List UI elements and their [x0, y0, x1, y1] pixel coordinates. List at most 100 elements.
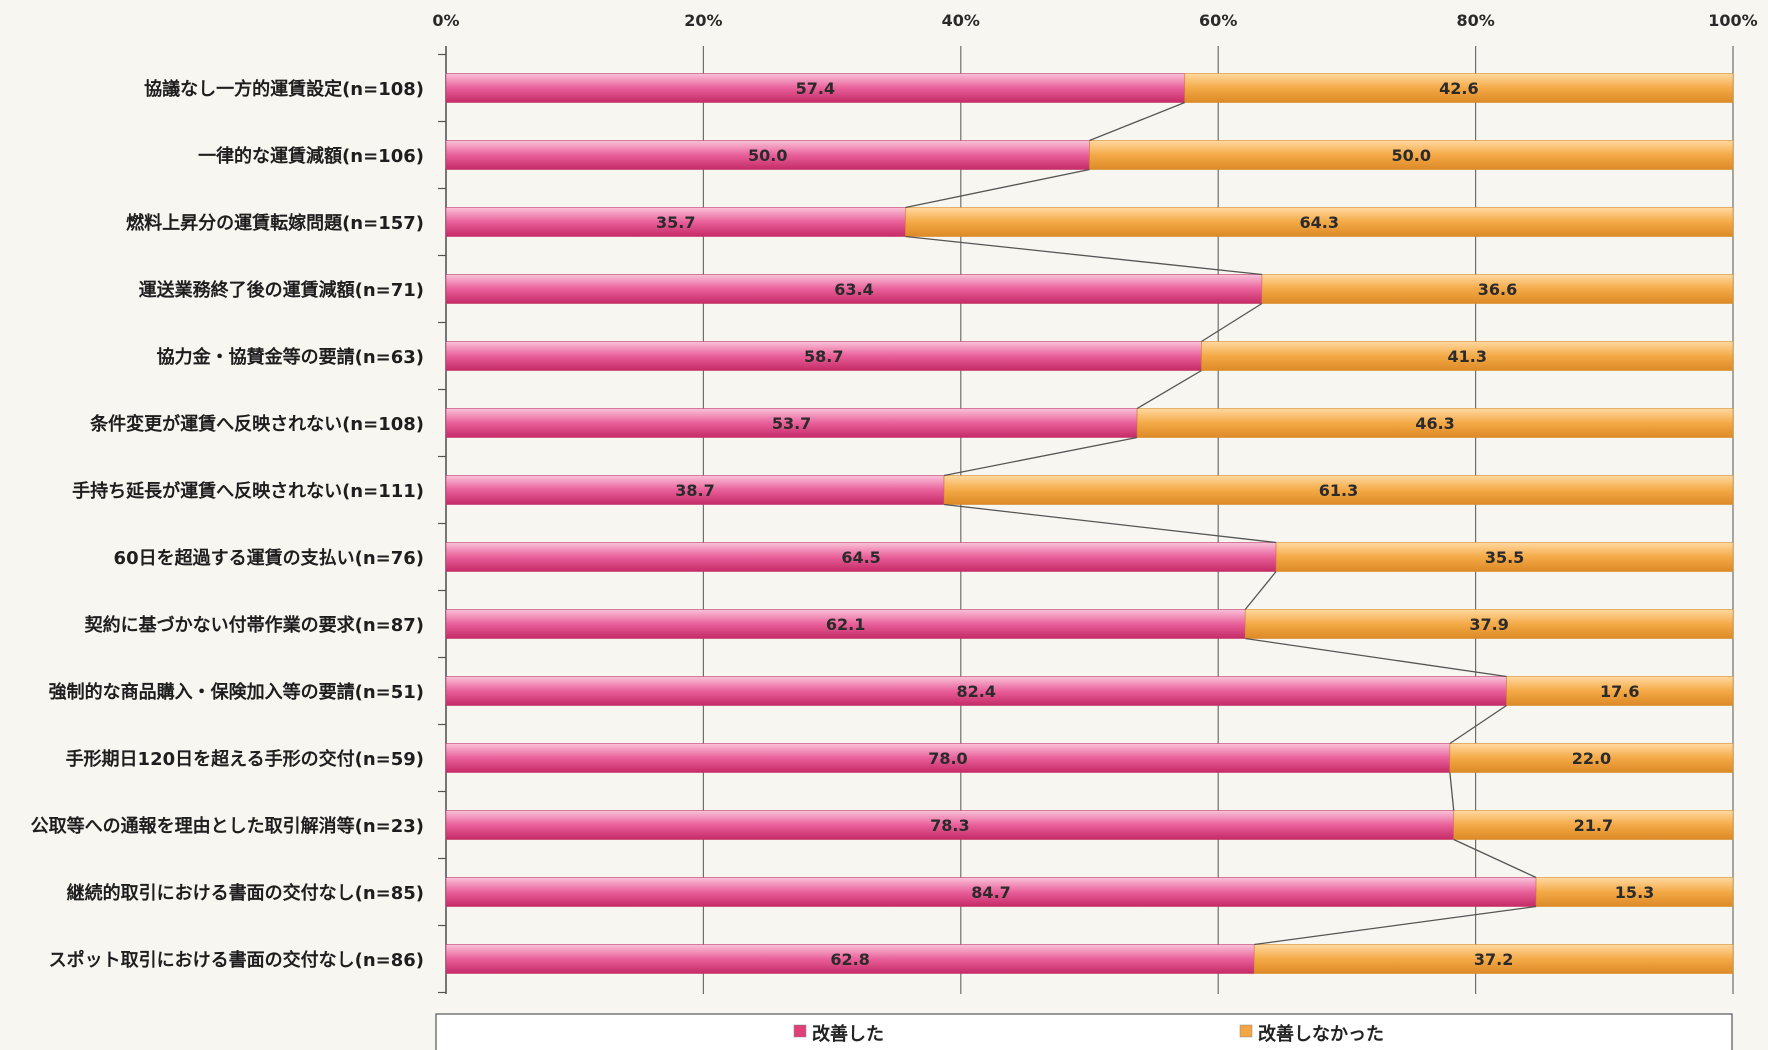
series-line	[1449, 772, 1455, 811]
category-label: 条件変更が運賃へ反映されない(n=108)	[89, 413, 424, 435]
data-label: 61.3	[1319, 481, 1358, 500]
category-label: 公取等への通報を理由とした取引解消等(n=23)	[31, 815, 424, 837]
legend-swatch-not-improved	[1239, 1024, 1253, 1038]
series-lines	[905, 101, 1537, 946]
bar-not-improved	[1201, 341, 1734, 371]
bar-improved	[445, 944, 1255, 974]
series-line	[1244, 571, 1277, 610]
bar-improved	[445, 743, 1451, 773]
bar-improved	[445, 542, 1277, 572]
category-label: 継続的取引における書面の交付なし(n=85)	[67, 882, 424, 904]
bar-not-improved	[1136, 408, 1734, 438]
category-label: 手持ち延長が運賃へ反映されない(n=111)	[72, 480, 424, 502]
category-label: 協議なし一方的運賃設定(n=108)	[144, 78, 424, 100]
category-label: スポット取引における書面の交付なし(n=86)	[49, 949, 424, 971]
bar-improved	[445, 73, 1186, 103]
bars	[445, 73, 1734, 974]
series-line	[1089, 101, 1185, 142]
data-label: 63.4	[834, 280, 873, 299]
data-label: 62.8	[830, 950, 869, 969]
bar-improved	[445, 408, 1138, 438]
legend-label: 改善した	[812, 1023, 884, 1045]
bar-not-improved	[1506, 676, 1734, 706]
x-tick-label: 80%	[1456, 11, 1494, 30]
data-label: 37.9	[1469, 615, 1508, 634]
series-line	[1453, 838, 1537, 879]
data-label: 37.2	[1474, 950, 1513, 969]
data-label: 41.3	[1447, 347, 1486, 366]
data-label: 78.0	[928, 749, 967, 768]
series-line	[1254, 905, 1537, 946]
legend-swatch-improved	[793, 1024, 807, 1038]
data-labels: 57.4 42.6 50.0 50.0 35.7 64.3 63.4 36.6 58.7 41.3…	[656, 79, 1654, 969]
bar-not-improved	[905, 207, 1734, 237]
gridlines	[438, 46, 1734, 994]
data-label: 21.7	[1574, 816, 1613, 835]
data-label: 82.4	[957, 682, 996, 701]
bar-improved	[445, 274, 1263, 304]
data-label: 64.5	[841, 548, 880, 567]
bar-not-improved	[1253, 944, 1734, 974]
category-labels: 協議なし一方的運賃設定(n=108) 一律的な運賃減額(n=106) 燃料上昇分の運…	[31, 78, 424, 971]
category-label: 協力金・協賛金等の要請(n=63)	[157, 346, 424, 368]
data-label: 62.1	[826, 615, 865, 634]
x-tick-label: 20%	[684, 11, 722, 30]
category-label: 手形期日120日を超える手形の交付(n=59)	[66, 748, 424, 770]
series-line	[943, 503, 1277, 544]
data-label: 53.7	[772, 414, 811, 433]
x-tick-label: 40%	[942, 11, 980, 30]
data-label: 50.0	[748, 146, 787, 165]
x-tick-label: 100%	[1708, 11, 1757, 30]
category-label: 燃料上昇分の運賃転嫁問題(n=157)	[126, 212, 424, 234]
bar-not-improved	[1089, 140, 1734, 170]
data-label: 36.6	[1478, 280, 1517, 299]
series-line	[1449, 704, 1507, 745]
data-label: 50.0	[1392, 146, 1431, 165]
bar-improved	[445, 877, 1537, 907]
data-label: 57.4	[796, 79, 835, 98]
data-label: 84.7	[971, 883, 1010, 902]
series-line	[905, 168, 1090, 209]
series-line	[1201, 302, 1263, 343]
category-label: 60日を超過する運賃の支払い(n=76)	[114, 547, 424, 569]
bar-improved	[445, 475, 945, 505]
data-label: 64.3	[1299, 213, 1338, 232]
legend-label: 改善しなかった	[1258, 1023, 1384, 1045]
data-label: 35.5	[1485, 548, 1524, 567]
series-line	[1245, 637, 1507, 678]
legend: 改善した 改善しなかった	[435, 1013, 1733, 1050]
bar-not-improved	[1244, 609, 1734, 639]
category-label: 一律的な運賃減額(n=106)	[198, 145, 424, 167]
data-label: 22.0	[1572, 749, 1611, 768]
bar-not-improved	[1449, 743, 1734, 773]
data-label: 78.3	[930, 816, 969, 835]
x-tick-label: 60%	[1199, 11, 1237, 30]
category-label: 強制的な商品購入・保険加入等の要請(n=51)	[49, 681, 424, 703]
bar-not-improved	[1275, 542, 1734, 572]
bar-not-improved	[943, 475, 1734, 505]
bar-not-improved	[1453, 810, 1734, 840]
category-label: 契約に基づかない付帯作業の要求(n=87)	[84, 614, 424, 636]
bar-improved	[445, 140, 1090, 170]
category-label: 運送業務終了後の運賃減額(n=71)	[139, 279, 424, 301]
bar-improved	[445, 676, 1507, 706]
x-axis-ticks: 0% 20% 40% 60% 80% 100%	[432, 11, 1757, 30]
bar-not-improved	[1535, 877, 1734, 907]
bar-improved	[445, 810, 1455, 840]
data-label: 35.7	[656, 213, 695, 232]
data-label: 38.7	[675, 481, 714, 500]
bar-not-improved	[1184, 73, 1734, 103]
series-line	[943, 436, 1138, 477]
data-label: 15.3	[1615, 883, 1654, 902]
x-tick-label: 0%	[432, 11, 459, 30]
bar-not-improved	[1261, 274, 1734, 304]
data-label: 58.7	[804, 347, 843, 366]
data-label: 42.6	[1439, 79, 1478, 98]
series-line	[905, 235, 1263, 276]
series-line	[1136, 369, 1202, 410]
legend-box	[435, 1013, 1733, 1050]
data-label: 17.6	[1600, 682, 1639, 701]
bar-improved	[445, 207, 906, 237]
data-label: 46.3	[1415, 414, 1454, 433]
